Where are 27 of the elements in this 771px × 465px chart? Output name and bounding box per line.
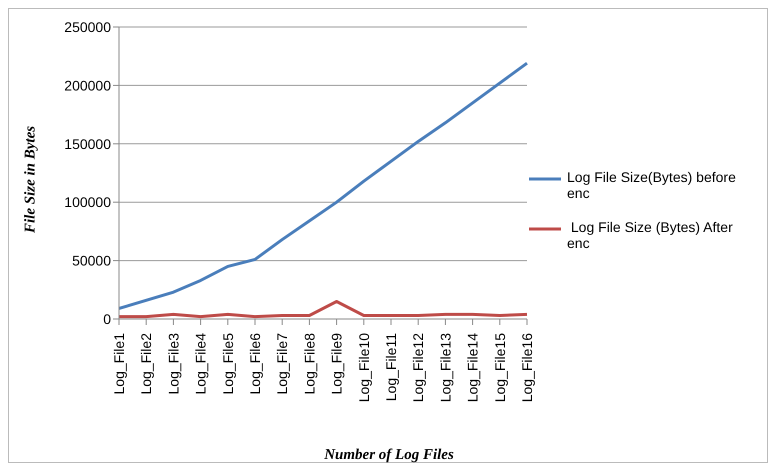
x-tick-label: Log_File1 bbox=[111, 332, 127, 394]
y-tick-label: 100000 bbox=[64, 194, 112, 210]
x-tick-label: Log_File13 bbox=[437, 332, 454, 402]
x-tick-label: Log_File4 bbox=[192, 332, 209, 394]
x-tick-label: Log_File2 bbox=[138, 332, 154, 394]
x-tick-label: Log_File6 bbox=[247, 332, 263, 394]
x-tick-label: Log_File16 bbox=[519, 332, 535, 402]
y-tick-label: 200000 bbox=[64, 77, 112, 94]
x-tick-label: Log_File11 bbox=[383, 332, 399, 402]
y-tick-label: 250000 bbox=[64, 18, 112, 35]
x-tick-label: Log_File12 bbox=[410, 332, 426, 402]
y-tick-label: 150000 bbox=[64, 136, 112, 152]
x-tick-label: Log_File10 bbox=[356, 332, 372, 402]
y-axis-title: File Size in Bytes bbox=[22, 126, 38, 234]
x-axis-title: Number of Log Files bbox=[323, 447, 455, 464]
x-tick-label: Log_File15 bbox=[492, 332, 508, 402]
y-tick-label: 0 bbox=[103, 310, 112, 327]
legend-label: Log File Size (Bytes) After enc bbox=[567, 219, 734, 251]
x-tick-label: Log_File5 bbox=[220, 332, 236, 394]
x-tick-label: Log_File8 bbox=[301, 332, 318, 394]
x-tick-label: Log_File14 bbox=[464, 332, 481, 402]
x-tick-label: Log_File9 bbox=[328, 332, 345, 394]
legend-label: Log File Size(Bytes) before enc bbox=[567, 169, 737, 201]
x-tick-label: Log_File7 bbox=[274, 332, 290, 394]
line-series bbox=[118, 62, 528, 310]
x-tick-label: Log_File3 bbox=[165, 332, 182, 394]
y-tick-label: 50000 bbox=[72, 252, 112, 269]
